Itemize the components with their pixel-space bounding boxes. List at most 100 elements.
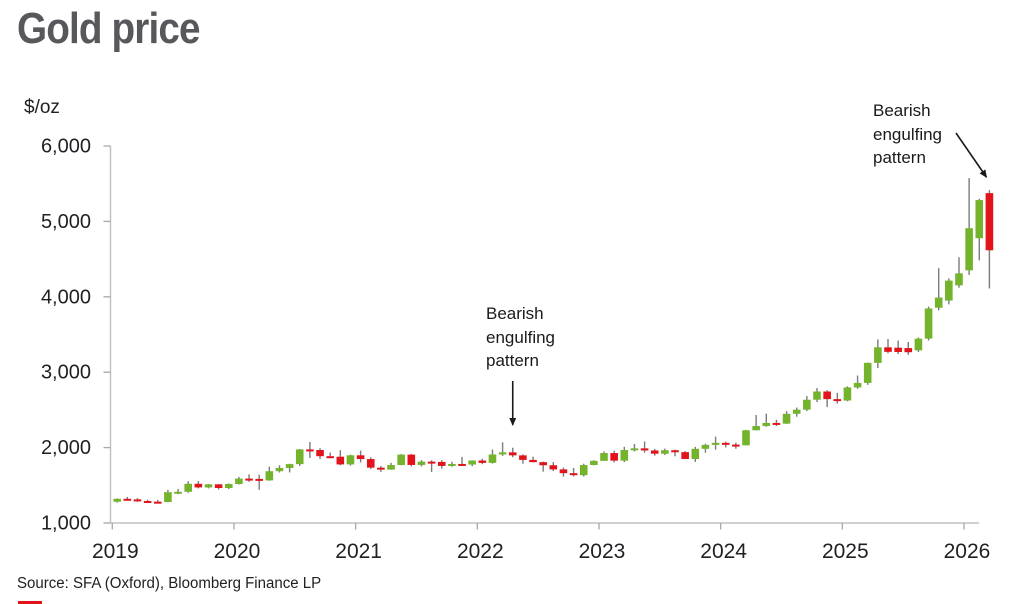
- candle: [458, 456, 466, 466]
- candle: [194, 481, 203, 489]
- candle: [650, 448, 659, 456]
- candle: [640, 441, 649, 453]
- candle: [387, 462, 395, 470]
- candle: [671, 449, 679, 457]
- candle: [762, 413, 771, 427]
- cropped-red-mark: [18, 601, 42, 604]
- candle: [782, 411, 791, 424]
- candle: [924, 306, 933, 341]
- candle: [894, 340, 902, 355]
- candle: [874, 339, 882, 369]
- candle: [945, 278, 953, 305]
- candle: [742, 429, 750, 446]
- y-axis-unit-label: $/oz: [24, 97, 60, 118]
- candle: [397, 454, 405, 466]
- candle: [519, 454, 527, 464]
- candle: [407, 453, 416, 467]
- candle: [934, 268, 943, 311]
- svg-text:2024: 2024: [700, 540, 747, 563]
- candle: [955, 257, 963, 288]
- candle: [732, 442, 740, 449]
- candle: [377, 466, 385, 472]
- candle: [468, 460, 476, 467]
- source-attribution: Source: SFA (Oxford), Bloomberg Finance …: [17, 575, 322, 592]
- svg-text:2025: 2025: [822, 540, 869, 563]
- candle: [123, 496, 132, 501]
- candle: [295, 449, 304, 466]
- svg-text:2,000: 2,000: [41, 437, 91, 459]
- svg-text:2022: 2022: [457, 540, 504, 563]
- candle: [427, 460, 436, 472]
- candle: [275, 465, 284, 473]
- candle: [143, 499, 152, 503]
- candle: [863, 362, 872, 385]
- candle: [803, 395, 811, 412]
- candle: [255, 474, 263, 490]
- candle: [569, 467, 578, 477]
- svg-text:2019: 2019: [92, 540, 139, 563]
- candle: [823, 390, 831, 408]
- candle: [681, 451, 689, 460]
- annotation-bearish-engulfing-2026: Bearish engulfing pattern: [873, 101, 943, 167]
- candle: [316, 448, 324, 459]
- candle: [437, 460, 446, 469]
- candle: [914, 337, 923, 352]
- candle: [853, 375, 862, 389]
- page-title: Gold price: [17, 4, 201, 53]
- candle: [478, 458, 487, 465]
- candle: [346, 454, 355, 466]
- svg-text:1,000: 1,000: [41, 513, 91, 535]
- candle: [843, 386, 852, 402]
- candle: [265, 466, 274, 481]
- candle: [285, 463, 294, 473]
- candle: [366, 457, 375, 469]
- svg-text:2021: 2021: [335, 540, 382, 563]
- candle: [306, 441, 314, 458]
- candle: [204, 483, 213, 489]
- svg-text:2026: 2026: [944, 540, 991, 563]
- candle: [356, 450, 365, 463]
- candle: [975, 198, 984, 261]
- candle: [498, 442, 507, 456]
- candle: [539, 461, 547, 472]
- candle: [833, 392, 842, 404]
- candle: [792, 407, 801, 417]
- candle: [326, 452, 334, 459]
- candle: [904, 342, 913, 355]
- candle: [610, 450, 618, 463]
- candle: [620, 446, 629, 463]
- svg-text:2023: 2023: [579, 540, 626, 563]
- candle: [711, 436, 720, 450]
- candle: [813, 388, 821, 403]
- candle: [529, 456, 537, 463]
- candle: [965, 178, 973, 275]
- candle: [153, 499, 162, 504]
- candle: [884, 339, 892, 354]
- candle: [701, 443, 710, 453]
- annotation-bearish-engulfing-2022: Bearish engulfing pattern: [486, 304, 556, 370]
- candle: [721, 441, 730, 448]
- candle: [417, 460, 426, 467]
- svg-text:4,000: 4,000: [41, 286, 91, 308]
- candle: [508, 447, 517, 458]
- svg-text:3,000: 3,000: [41, 362, 91, 384]
- candle: [630, 443, 639, 452]
- candle: [224, 483, 233, 490]
- svg-text:6,000: 6,000: [41, 136, 91, 158]
- candle: [133, 498, 142, 502]
- candle: [184, 481, 192, 493]
- candle: [448, 461, 456, 467]
- candle: [772, 419, 781, 426]
- candle: [590, 460, 598, 466]
- candle: [549, 462, 558, 472]
- candle: [245, 474, 253, 482]
- candle: [164, 489, 172, 503]
- candle: [214, 484, 223, 490]
- candle: [336, 450, 345, 466]
- svg-text:2020: 2020: [214, 540, 261, 563]
- candle: [488, 449, 497, 464]
- candle: [579, 463, 588, 477]
- candle: [600, 451, 608, 461]
